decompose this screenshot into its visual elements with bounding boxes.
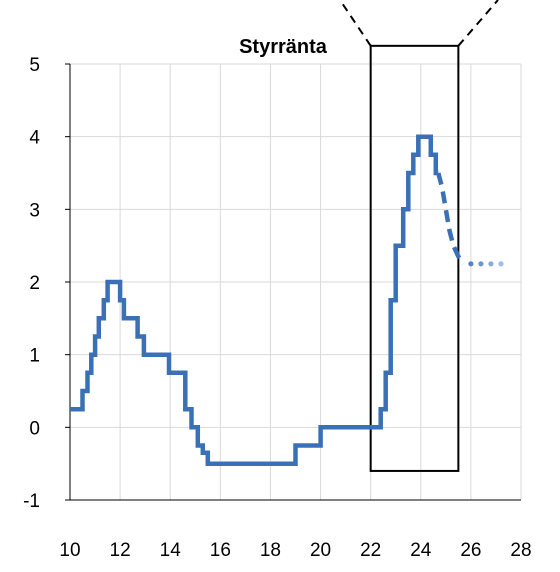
x-tick-label: 24	[410, 540, 432, 561]
y-tick-label: 0	[29, 418, 40, 439]
zoom-line-right	[457, 0, 499, 47]
annotations	[339, 0, 499, 472]
policy-rate-line	[70, 134, 439, 466]
series-group	[70, 134, 504, 466]
x-tick-label: 26	[460, 540, 481, 561]
y-tick-label: 1	[29, 346, 40, 367]
x-tick-label: 12	[110, 540, 131, 561]
policy-rate-forecast-dot	[478, 261, 484, 267]
x-tick-label: 16	[210, 540, 231, 561]
zoom-line-left	[339, 0, 372, 47]
y-tick-label: 3	[29, 200, 40, 221]
policy-rate-forecast-dot	[498, 261, 504, 267]
x-tick-label: 10	[59, 540, 80, 561]
y-tick-label: 2	[29, 273, 40, 294]
chart-title: Styrränta	[239, 36, 328, 58]
policy-rate-forecast-dot	[488, 261, 494, 267]
axes	[65, 63, 521, 501]
x-tick-label: 20	[310, 540, 331, 561]
grid-lines	[70, 63, 522, 500]
y-tick-label: 4	[29, 128, 40, 149]
x-tick-label: 22	[360, 540, 381, 561]
x-tick-label: 28	[510, 540, 531, 561]
x-tick-label: 18	[260, 540, 281, 561]
policy-rate-forecast-dashed	[436, 172, 466, 266]
y-tick-label: -1	[23, 491, 40, 512]
policy-rate-forecast-dot	[468, 261, 474, 267]
x-tick-label: 14	[160, 540, 182, 561]
y-tick-label: 5	[29, 55, 40, 76]
